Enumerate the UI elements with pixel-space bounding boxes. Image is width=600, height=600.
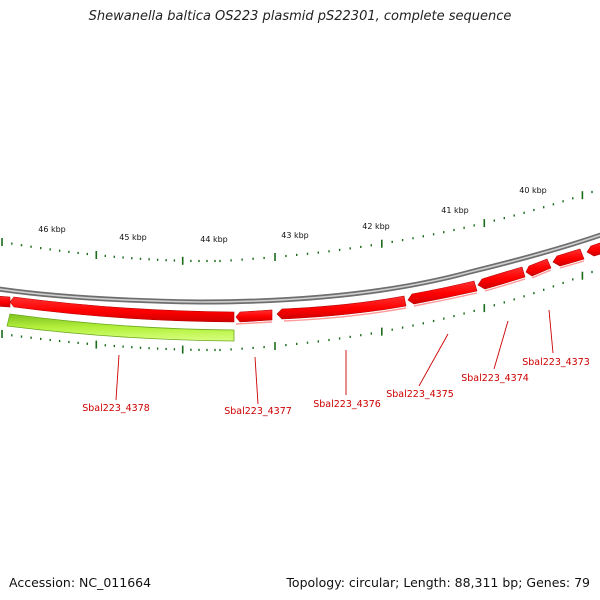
ruler-label-43kbp: 43 kbp <box>281 231 309 240</box>
gene-row-shadow <box>235 260 585 325</box>
ruler-label-40kbp: 40 kbp <box>519 186 547 195</box>
gene-label-sbal223-4378[interactable]: Sbal223_4378 <box>82 403 150 414</box>
gene-label-sbal223-4376[interactable]: Sbal223_4376 <box>313 399 381 410</box>
accession-text: Accession: NC_011664 <box>9 575 152 590</box>
gene-label-sbal223-4377[interactable]: Sbal223_4377 <box>224 406 292 417</box>
leader-line-4377 <box>254 356 259 405</box>
gene-label-sbal223-4375[interactable]: Sbal223_4375 <box>386 389 454 400</box>
gene-label-sbal223-4374[interactable]: Sbal223_4374 <box>461 373 529 384</box>
leader-line-4373 <box>548 309 554 354</box>
summary-text: Topology: circular; Length: 88,311 bp; G… <box>286 575 590 590</box>
gene-arrow-sbal223-4371[interactable] <box>586 241 600 257</box>
gene-arrow-sbal223-4373[interactable] <box>525 258 552 277</box>
gene-arrow-sbal223-4378b[interactable] <box>9 296 235 323</box>
gene-bar-green[interactable] <box>6 313 235 342</box>
leader-line-4375 <box>418 333 449 387</box>
map-title: Shewanella baltica OS223 plasmid pS22301… <box>88 9 512 24</box>
backbone-outer <box>0 232 600 305</box>
gene-arrow-sbal223-4378[interactable] <box>0 296 11 308</box>
ruler-label-42kbp: 42 kbp <box>362 222 390 231</box>
gene-arrow-sbal223-4376[interactable] <box>276 295 407 320</box>
ruler-ticks-outer <box>1 190 593 265</box>
ruler-label-45kbp: 45 kbp <box>119 233 147 242</box>
gene-arrow-sbal223-4377[interactable] <box>235 309 273 323</box>
gene-arrow-sbal223-4375[interactable] <box>407 280 478 305</box>
ruler-label-41kbp: 41 kbp <box>441 206 469 215</box>
leader-line-4378 <box>115 354 120 401</box>
gene-label-sbal223-4373[interactable]: Sbal223_4373 <box>522 357 590 368</box>
gene-arrow-sbal223-4372[interactable] <box>552 248 585 267</box>
gene-arrow-sbal223-4374[interactable] <box>477 266 526 290</box>
leader-line-4374 <box>493 320 509 370</box>
backbone-inner <box>0 234 600 303</box>
ruler-ticks-inner <box>1 270 593 354</box>
ruler-label-46kbp: 46 kbp <box>38 225 66 234</box>
ruler-label-44kbp: 44 kbp <box>200 235 228 244</box>
